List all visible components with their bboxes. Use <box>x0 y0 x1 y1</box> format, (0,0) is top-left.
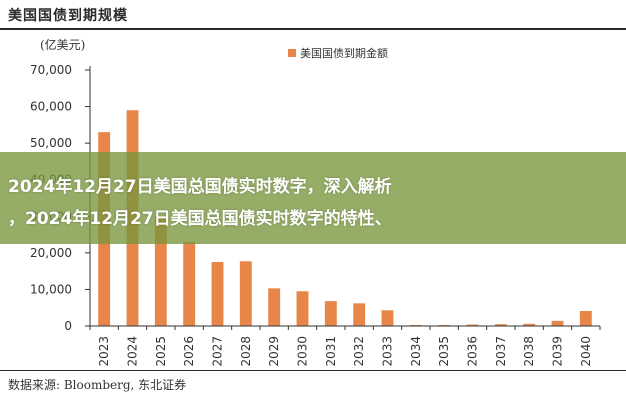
x-tick-label: 2029 <box>267 336 281 367</box>
legend: 美国国债到期金额 <box>288 46 388 60</box>
bar <box>296 291 309 326</box>
bar <box>551 320 564 326</box>
bar <box>239 261 252 326</box>
x-tick-label: 2031 <box>324 336 338 367</box>
x-tick-label: 2035 <box>437 336 451 367</box>
y-tick-label: 20,000 <box>30 246 72 260</box>
title-bar: 美国国债到期规模 <box>0 0 626 28</box>
y-tick-label: 50,000 <box>30 136 72 150</box>
legend-swatch <box>288 49 296 57</box>
headline-line-1: 2024年12月27日美国总国债实时数字，深入解析 <box>8 177 392 197</box>
headline-line-2: ，2024年12月27日美国总国债实时数字的特性、 <box>8 209 392 229</box>
y-tick-label: 10,000 <box>30 282 72 296</box>
headline-overlay: 2024年12月27日美国总国债实时数字，深入解析 ，2024年12月27日美国… <box>0 152 626 244</box>
x-tick-label: 2037 <box>494 336 508 367</box>
source-note: 数据来源: Bloomberg, 东北证券 <box>8 378 187 392</box>
bar <box>154 216 167 326</box>
bar <box>268 288 281 326</box>
bar <box>381 310 394 326</box>
x-tick-label: 2038 <box>522 336 536 367</box>
chart-title: 美国国债到期规模 <box>8 8 128 24</box>
x-tick-label: 2032 <box>352 336 366 367</box>
x-tick-label: 2028 <box>239 336 253 367</box>
x-tick-label: 2027 <box>211 336 225 367</box>
x-tick-label: 2034 <box>409 336 423 367</box>
x-tick-label: 2036 <box>466 336 480 367</box>
bar <box>353 303 366 326</box>
x-tick-label: 2026 <box>182 336 196 367</box>
unit-label: (亿美元) <box>40 38 86 52</box>
legend-label: 美国国债到期金额 <box>300 46 388 60</box>
x-tick-label: 2040 <box>579 336 593 367</box>
x-tick-label: 2024 <box>126 336 140 367</box>
title-rule <box>0 28 626 30</box>
x-tick-label: 2033 <box>381 336 395 367</box>
x-tick-label: 2039 <box>551 336 565 367</box>
bar <box>466 324 479 326</box>
bar <box>211 262 224 326</box>
x-axis: 2023 2024 2025 2026 2027 2028 2029 2030 2031 2032… <box>89 325 601 367</box>
y-tick-label: 70,000 <box>30 63 72 77</box>
y-tick-label: 0 <box>64 319 72 333</box>
source-rule <box>0 370 626 371</box>
y-tick-label: 60,000 <box>30 100 72 114</box>
x-tick-label: 2025 <box>154 336 168 367</box>
bar <box>183 241 196 326</box>
bar <box>579 311 592 326</box>
bar <box>324 301 337 326</box>
x-tick-label: 2023 <box>97 336 111 367</box>
bar <box>523 323 536 326</box>
bar <box>494 324 507 326</box>
x-tick-label: 2030 <box>296 336 310 367</box>
